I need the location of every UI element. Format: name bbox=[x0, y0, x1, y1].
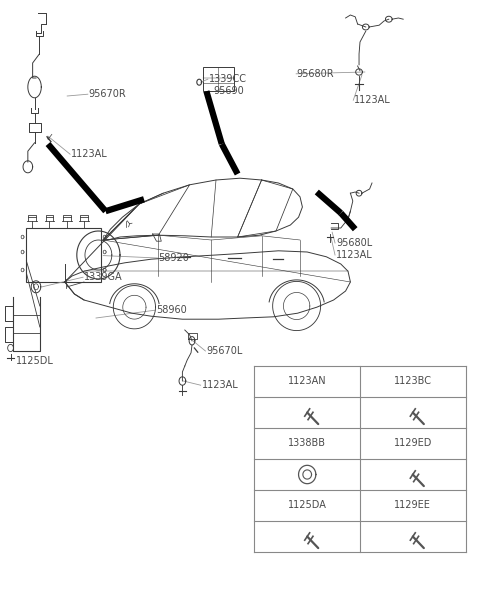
Text: 95670L: 95670L bbox=[206, 346, 243, 356]
Text: 1123AL: 1123AL bbox=[336, 250, 373, 260]
Text: 1129EE: 1129EE bbox=[395, 500, 431, 511]
Bar bbox=[26, 228, 101, 282]
Text: 1123AN: 1123AN bbox=[288, 377, 326, 386]
Text: 95680R: 95680R bbox=[297, 69, 334, 79]
Text: 58960: 58960 bbox=[156, 305, 187, 315]
Text: 1339CC: 1339CC bbox=[209, 74, 247, 84]
Text: 1123AL: 1123AL bbox=[202, 380, 239, 390]
Text: 95680L: 95680L bbox=[336, 238, 372, 248]
Text: 1129ED: 1129ED bbox=[394, 439, 432, 448]
Text: 95690: 95690 bbox=[214, 86, 244, 96]
Text: 1125DA: 1125DA bbox=[288, 500, 326, 511]
Text: 1123AL: 1123AL bbox=[354, 95, 391, 105]
Text: 1125DL: 1125DL bbox=[16, 356, 54, 366]
Text: 95670R: 95670R bbox=[89, 89, 127, 99]
Text: 1339GA: 1339GA bbox=[84, 272, 122, 282]
Text: 58920: 58920 bbox=[158, 253, 189, 263]
Text: 1123AL: 1123AL bbox=[71, 149, 108, 159]
Text: 1338BB: 1338BB bbox=[288, 439, 326, 448]
Bar bbox=[203, 67, 234, 91]
Text: 1123BC: 1123BC bbox=[394, 377, 432, 386]
